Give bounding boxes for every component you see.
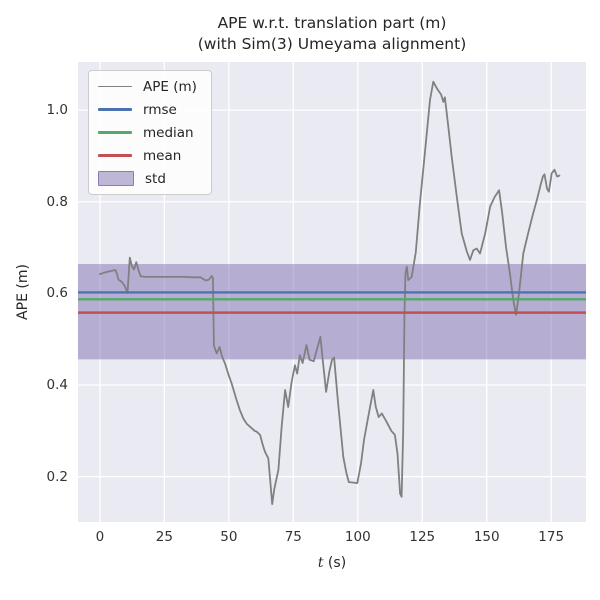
chart-subtitle: (with Sim(3) Umeyama alignment) bbox=[197, 35, 467, 53]
legend-item: median bbox=[98, 124, 197, 141]
legend-swatch-line bbox=[98, 85, 132, 88]
x-tick-label: 125 bbox=[409, 529, 436, 545]
legend-label: rmse bbox=[143, 101, 177, 118]
y-tick-label: 0.8 bbox=[46, 193, 68, 210]
legend-swatch-line bbox=[98, 131, 132, 134]
plot-canvas bbox=[78, 62, 586, 522]
legend-swatch-line bbox=[98, 154, 132, 157]
x-axis-label: t (s) bbox=[78, 555, 586, 571]
x-tick-label: 50 bbox=[220, 529, 238, 545]
legend-item: APE (m) bbox=[98, 78, 197, 95]
x-tick-label: 175 bbox=[538, 529, 565, 545]
x-tick-label: 150 bbox=[473, 529, 500, 545]
y-axis-label: APE (m) bbox=[15, 264, 31, 320]
legend-item: rmse bbox=[98, 101, 197, 118]
legend-label: APE (m) bbox=[143, 78, 197, 95]
legend-swatch-line bbox=[98, 108, 132, 111]
legend: APE (m) rmse median mean std bbox=[88, 70, 212, 195]
x-tick-label: 0 bbox=[95, 529, 105, 545]
legend-item: std bbox=[98, 170, 197, 187]
legend-label: median bbox=[143, 124, 194, 141]
y-tick-label: 1.0 bbox=[46, 102, 68, 119]
y-tick-label: 0.4 bbox=[46, 377, 68, 393]
x-axis-label-symbol: t bbox=[317, 555, 324, 571]
y-tick-label: 0.2 bbox=[46, 468, 68, 485]
plot-area: APE (m) rmse median mean std bbox=[78, 62, 586, 522]
x-tick-label: 75 bbox=[284, 529, 302, 545]
ape-curve bbox=[98, 80, 561, 506]
x-tick-label: 25 bbox=[155, 529, 173, 545]
chart-title: APE w.r.t. translation part (m) bbox=[217, 14, 447, 32]
legend-label: std bbox=[145, 170, 166, 187]
legend-item: mean bbox=[98, 147, 197, 164]
chart-title-block: APE w.r.t. translation part (m) (with Si… bbox=[78, 13, 586, 55]
x-axis-label-unit: (s) bbox=[323, 555, 347, 571]
legend-swatch-patch bbox=[98, 171, 134, 186]
x-tick-label: 100 bbox=[344, 529, 371, 545]
y-tick-label: 0.6 bbox=[46, 285, 68, 302]
legend-label: mean bbox=[143, 147, 182, 164]
